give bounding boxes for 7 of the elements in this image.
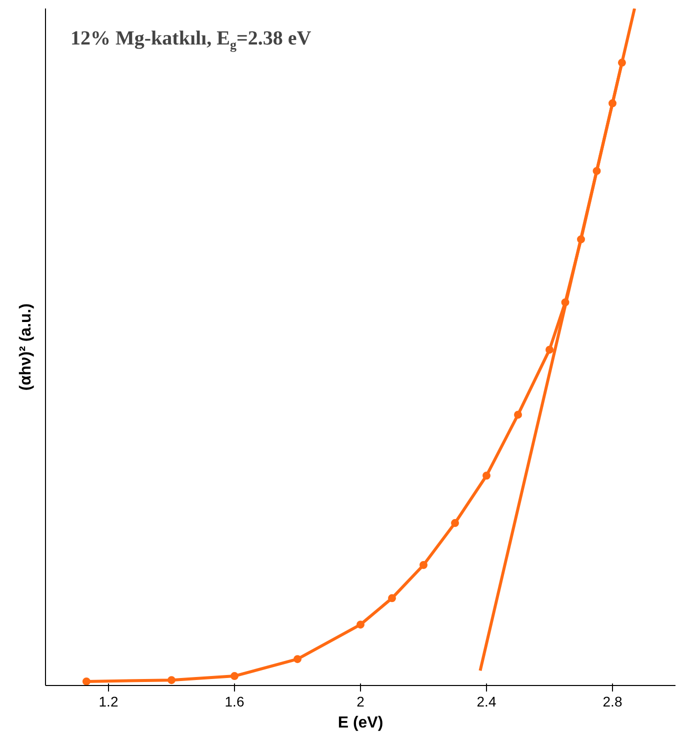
x-tick-label: 2 [356,694,365,710]
y-axis-title: (αhν)² (a.u.) [18,303,34,391]
x-tick-label: 1.2 [98,694,118,710]
x-axis-title: E (eV) [338,714,384,732]
x-tick-label: 2.8 [602,694,622,710]
x-tick-label: 1.6 [224,694,244,710]
x-tick-label: 2.4 [476,694,496,710]
